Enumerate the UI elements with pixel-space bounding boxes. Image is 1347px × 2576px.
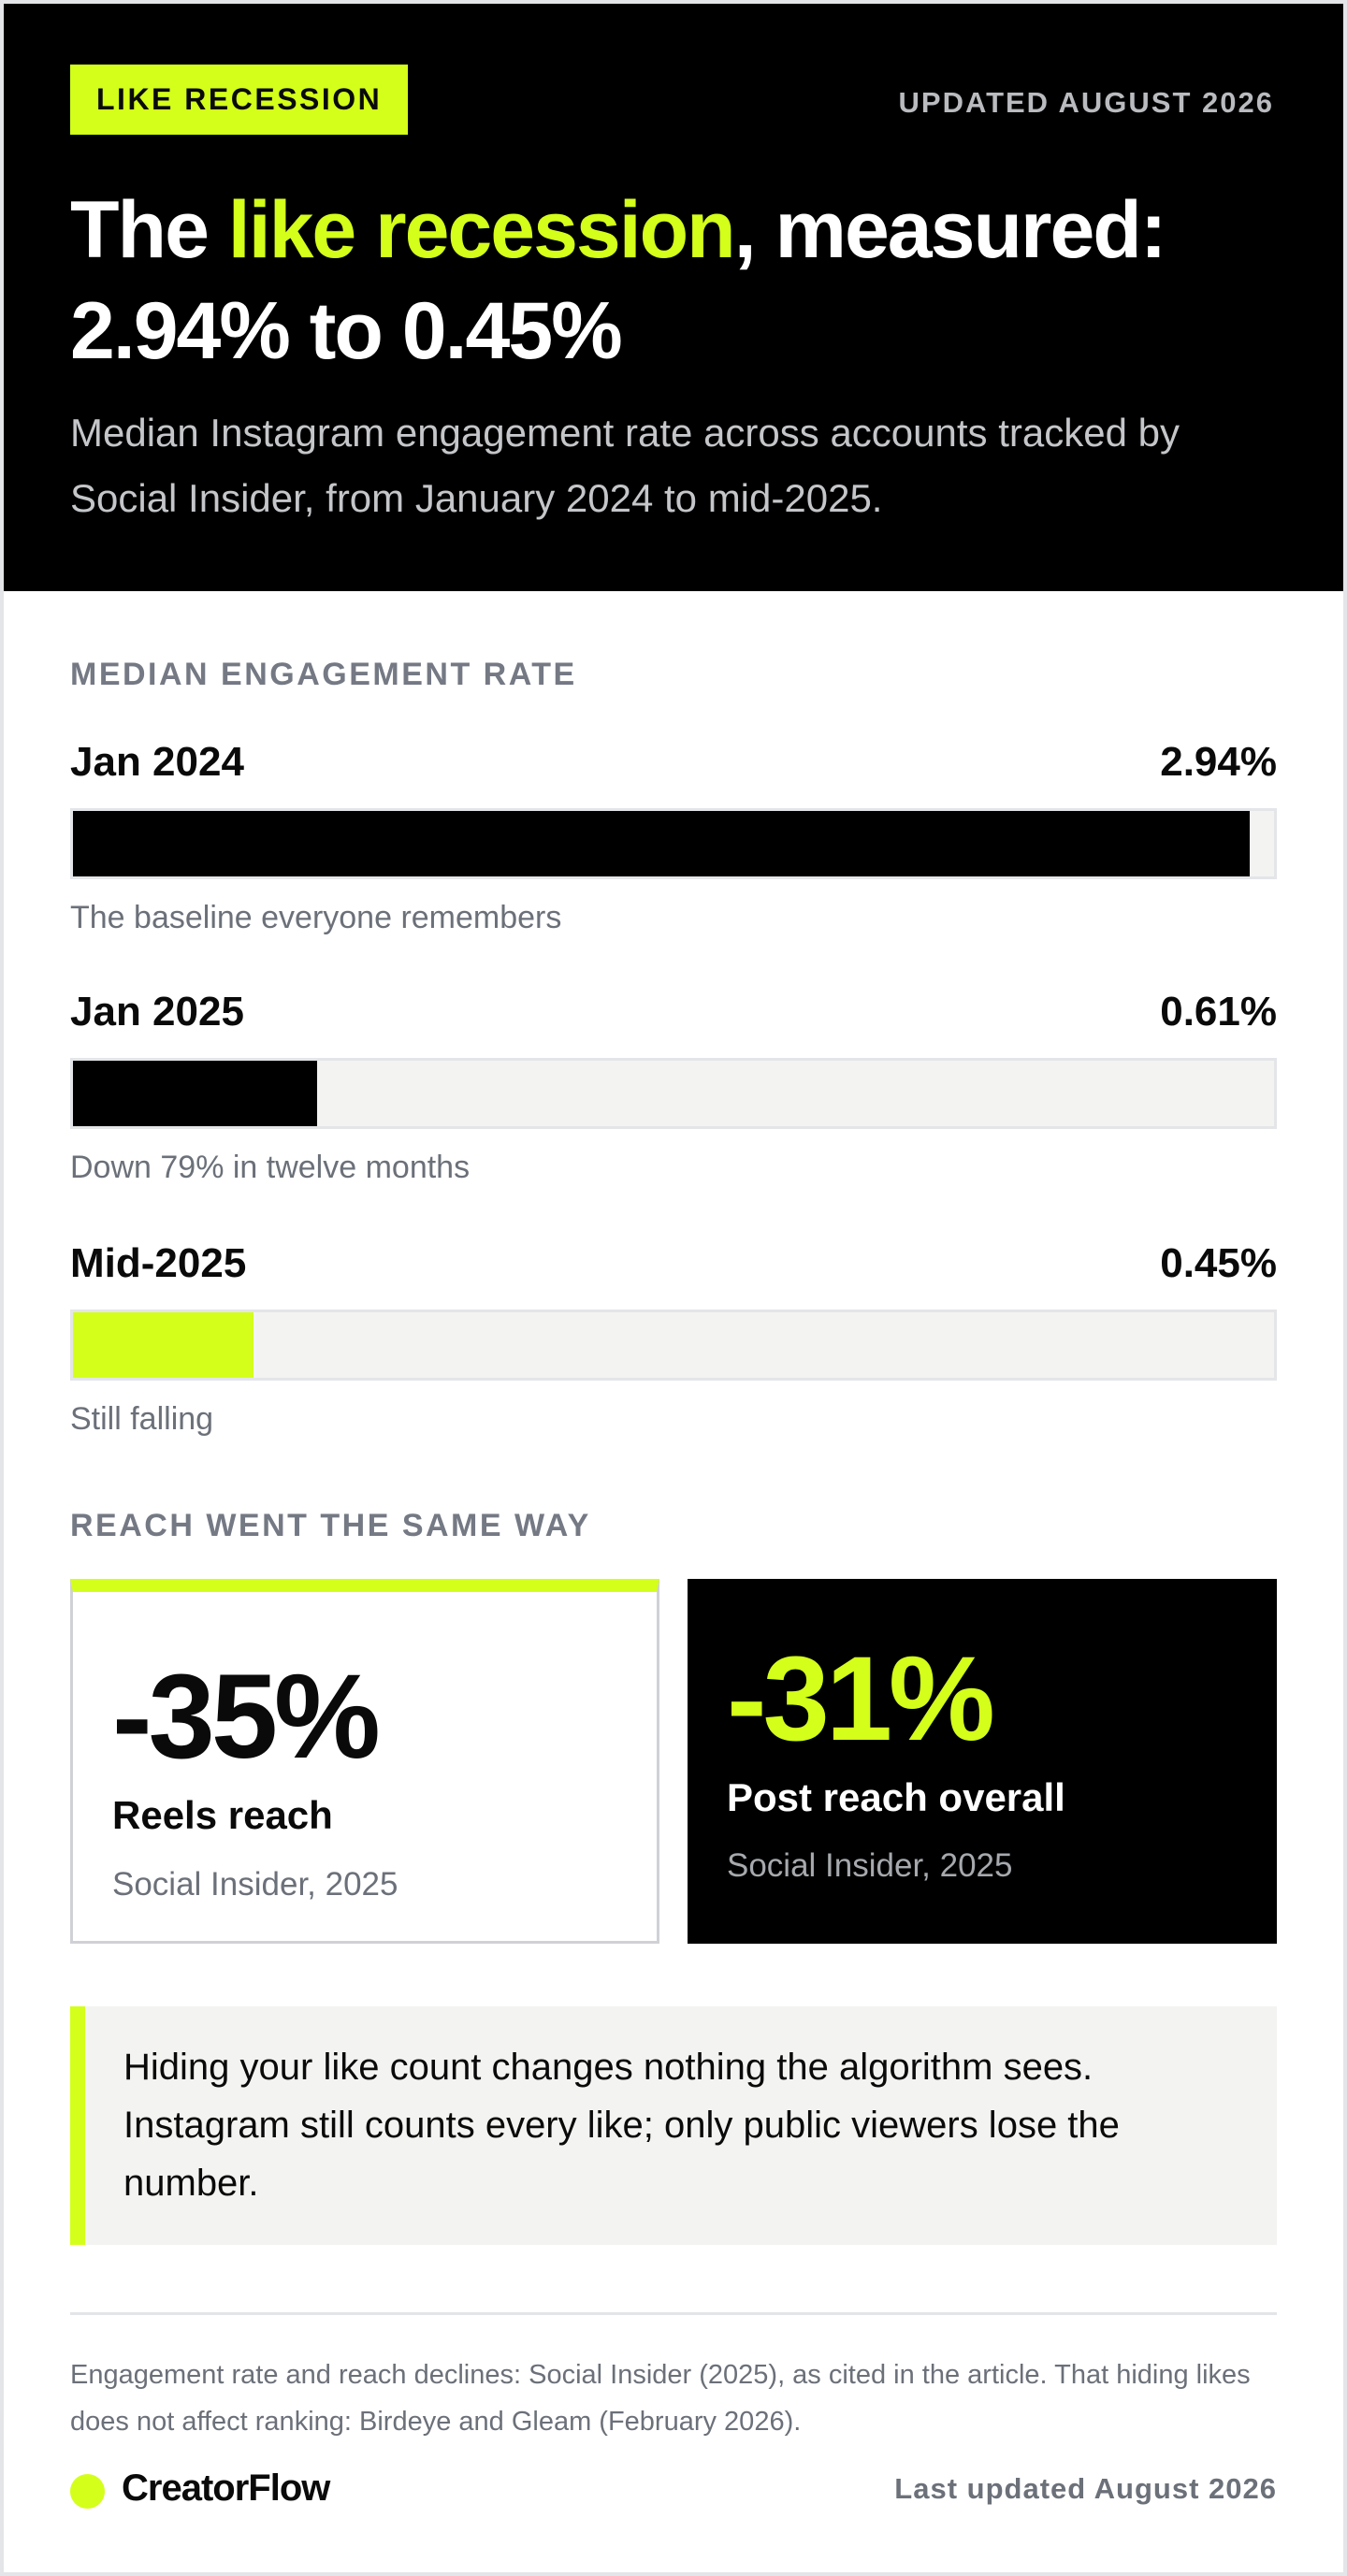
header-banner: LIKE RECESSION UPDATED AUGUST 2026 The l… xyxy=(4,4,1343,591)
subtitle: Median Instagram engagement rate across … xyxy=(70,411,1180,520)
brand-dot-icon xyxy=(70,2474,105,2509)
source-note: Engagement rate and reach declines: Soci… xyxy=(70,2360,1251,2437)
bar xyxy=(73,811,1251,876)
bar-annotation: The baseline everyone remembers xyxy=(70,900,562,935)
callout-text: Hiding your like count changes nothing t… xyxy=(123,2047,1120,2204)
bar-annotation: Down 79% in twelve months xyxy=(70,1150,471,1185)
bar-track xyxy=(70,808,1277,879)
data-label: 2.94% xyxy=(1160,739,1277,785)
stat-title: Reels reach xyxy=(112,1793,333,1837)
bar xyxy=(73,1312,253,1378)
stat-source: Social Insider, 2025 xyxy=(727,1847,1013,1884)
footer-divider xyxy=(70,2312,1277,2315)
reach-section-label: REACH WENT THE SAME WAY xyxy=(70,1508,591,1543)
page-title: The like recession, measured: 2.94% to 0.… xyxy=(70,180,1286,382)
headline-prefix: The xyxy=(70,185,228,275)
data-label: 0.45% xyxy=(1160,1240,1277,1286)
brand-logo: CreatorFlow xyxy=(122,2467,330,2509)
category-label: Jan 2024 xyxy=(70,739,244,785)
bar-track xyxy=(70,1310,1277,1381)
category-tag: LIKE RECESSION xyxy=(70,65,409,135)
stat-value: -35% xyxy=(112,1650,381,1784)
bar xyxy=(73,1061,318,1126)
headline-accent: like recession xyxy=(227,185,736,275)
chart-title: MEDIAN ENGAGEMENT RATE xyxy=(70,657,577,692)
headline-suffix: , measured: xyxy=(733,185,1167,275)
bar-annotation: Still falling xyxy=(70,1401,214,1437)
stat-value: -31% xyxy=(727,1632,995,1766)
last-updated-label: Last updated August 2026 xyxy=(894,2472,1277,2505)
updated-label: UPDATED AUGUST 2026 xyxy=(898,86,1274,119)
post-reach-card: -31% Post reach overall Social Insider, … xyxy=(688,1579,1277,1944)
stat-title: Post reach overall xyxy=(727,1775,1065,1819)
callout-box: Hiding your like count changes nothing t… xyxy=(70,2006,1277,2245)
stat-source: Social Insider, 2025 xyxy=(112,1866,398,1903)
category-label: Mid-2025 xyxy=(70,1240,247,1286)
data-label: 0.61% xyxy=(1160,989,1277,1035)
reels-reach-card: -35% Reels reach Social Insider, 2025 xyxy=(70,1579,659,1944)
bar-track xyxy=(70,1058,1277,1129)
headline-line2: 2.94% to 0.45% xyxy=(70,286,623,376)
category-label: Jan 2025 xyxy=(70,989,244,1035)
